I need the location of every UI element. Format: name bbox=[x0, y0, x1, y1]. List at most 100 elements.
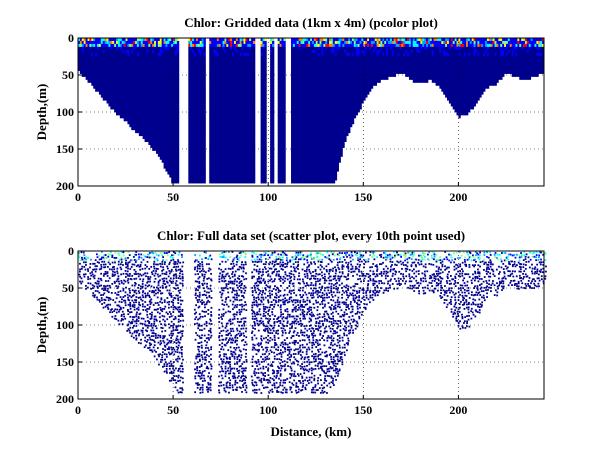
heatmap-cell bbox=[243, 67, 246, 71]
heatmap-cell bbox=[125, 64, 128, 68]
heatmap-cell bbox=[249, 171, 252, 175]
heatmap-cell bbox=[310, 91, 313, 95]
heatmap-cell bbox=[211, 171, 214, 175]
heatmap-cell bbox=[321, 52, 324, 57]
heatmap-cell bbox=[291, 177, 294, 181]
heatmap-cell bbox=[302, 162, 305, 166]
heatmap-cell bbox=[209, 52, 212, 57]
heatmap-cell bbox=[152, 70, 155, 74]
heatmap-cell bbox=[211, 70, 214, 74]
heatmap-cell bbox=[233, 126, 237, 131]
heatmap-cell bbox=[319, 156, 322, 160]
heatmap-cell bbox=[140, 85, 144, 89]
heatmap-cell bbox=[85, 67, 88, 71]
heatmap-cell bbox=[313, 38, 317, 42]
heatmap-cell bbox=[131, 85, 134, 89]
heatmap-cell bbox=[138, 82, 142, 86]
heatmap-cell bbox=[173, 97, 176, 101]
heatmap-cell bbox=[140, 40, 144, 45]
heatmap-cell bbox=[226, 91, 229, 95]
heatmap-cell bbox=[197, 120, 201, 125]
heatmap-cell bbox=[171, 38, 174, 42]
heatmap-cell bbox=[114, 64, 117, 68]
heatmap-cell bbox=[272, 97, 275, 101]
heatmap-cell bbox=[334, 177, 338, 181]
heatmap-cell bbox=[283, 171, 286, 175]
heatmap-cell bbox=[272, 52, 275, 57]
heatmap-cell bbox=[142, 38, 145, 42]
heatmap-cell bbox=[279, 147, 282, 151]
heatmap-cell bbox=[310, 150, 313, 154]
heatmap-cell bbox=[264, 38, 267, 42]
heatmap-cell bbox=[323, 129, 326, 134]
heatmap-cell bbox=[291, 120, 294, 125]
heatmap-cell bbox=[146, 64, 149, 68]
heatmap-cell bbox=[197, 94, 201, 98]
heatmap-cell bbox=[199, 159, 203, 163]
heatmap-cell bbox=[157, 106, 161, 110]
heatmap-cell bbox=[251, 82, 254, 86]
heatmap-cell bbox=[279, 73, 282, 77]
heatmap-cell bbox=[216, 103, 220, 107]
heatmap-cell bbox=[308, 49, 311, 54]
heatmap-cell bbox=[79, 58, 83, 63]
heatmap-cell bbox=[165, 144, 168, 148]
heatmap-cell bbox=[211, 109, 214, 113]
heatmap-cell bbox=[235, 117, 239, 122]
heatmap-cell bbox=[157, 141, 161, 145]
heatmap-cell bbox=[249, 103, 252, 107]
heatmap-cell bbox=[83, 38, 87, 42]
heatmap-cell bbox=[232, 177, 235, 181]
heatmap-cell bbox=[317, 174, 320, 178]
heatmap-cell bbox=[157, 97, 161, 101]
heatmap-cell bbox=[292, 135, 296, 140]
heatmap-cell bbox=[108, 38, 111, 42]
heatmap-cell bbox=[344, 40, 347, 45]
heatmap-cell bbox=[216, 58, 220, 63]
heatmap-cell bbox=[292, 49, 296, 54]
heatmap-cell bbox=[171, 100, 174, 104]
heatmap-cell bbox=[304, 138, 307, 142]
heatmap-cell bbox=[252, 135, 256, 140]
heatmap-cell bbox=[157, 109, 161, 113]
heatmap-cell bbox=[294, 94, 298, 98]
heatmap-cell bbox=[338, 91, 341, 95]
heatmap-cell bbox=[317, 165, 320, 169]
heatmap-cell bbox=[317, 144, 320, 148]
heatmap-cell bbox=[190, 168, 193, 172]
heatmap-cell bbox=[167, 79, 170, 83]
heatmap-cell bbox=[220, 177, 223, 181]
heatmap-cell bbox=[201, 82, 204, 86]
heatmap-cell bbox=[317, 177, 320, 181]
heatmap-cell bbox=[201, 114, 204, 119]
heatmap-cell bbox=[194, 135, 197, 140]
heatmap-cell bbox=[235, 144, 239, 148]
heatmap-cell bbox=[119, 106, 123, 110]
heatmap-cell bbox=[298, 126, 301, 131]
heatmap-cell bbox=[209, 100, 212, 104]
heatmap-cell bbox=[163, 135, 166, 140]
heatmap-cell bbox=[241, 159, 244, 163]
heatmap-cell bbox=[102, 97, 106, 101]
heatmap-cell bbox=[188, 132, 191, 137]
heatmap-cell bbox=[140, 58, 144, 63]
heatmap-cell bbox=[157, 132, 161, 137]
heatmap-cell bbox=[169, 67, 172, 71]
heatmap-cell bbox=[146, 112, 149, 116]
heatmap-cell bbox=[133, 103, 136, 107]
heatmap-cell bbox=[112, 49, 115, 54]
heatmap-cell bbox=[150, 46, 153, 51]
heatmap-cell bbox=[228, 88, 231, 92]
heatmap-cell bbox=[125, 91, 128, 95]
heatmap-cell bbox=[110, 46, 113, 51]
heatmap-cell bbox=[190, 156, 193, 160]
heatmap-cell bbox=[167, 58, 170, 63]
heatmap-cell bbox=[167, 141, 170, 145]
heatmap-cell bbox=[292, 117, 296, 122]
heatmap-cell bbox=[272, 165, 275, 169]
heatmap-cell bbox=[296, 117, 300, 122]
heatmap-cell bbox=[272, 144, 275, 148]
heatmap-cell bbox=[310, 38, 313, 42]
heatmap-cell bbox=[336, 70, 339, 74]
heatmap-cell bbox=[306, 88, 309, 92]
